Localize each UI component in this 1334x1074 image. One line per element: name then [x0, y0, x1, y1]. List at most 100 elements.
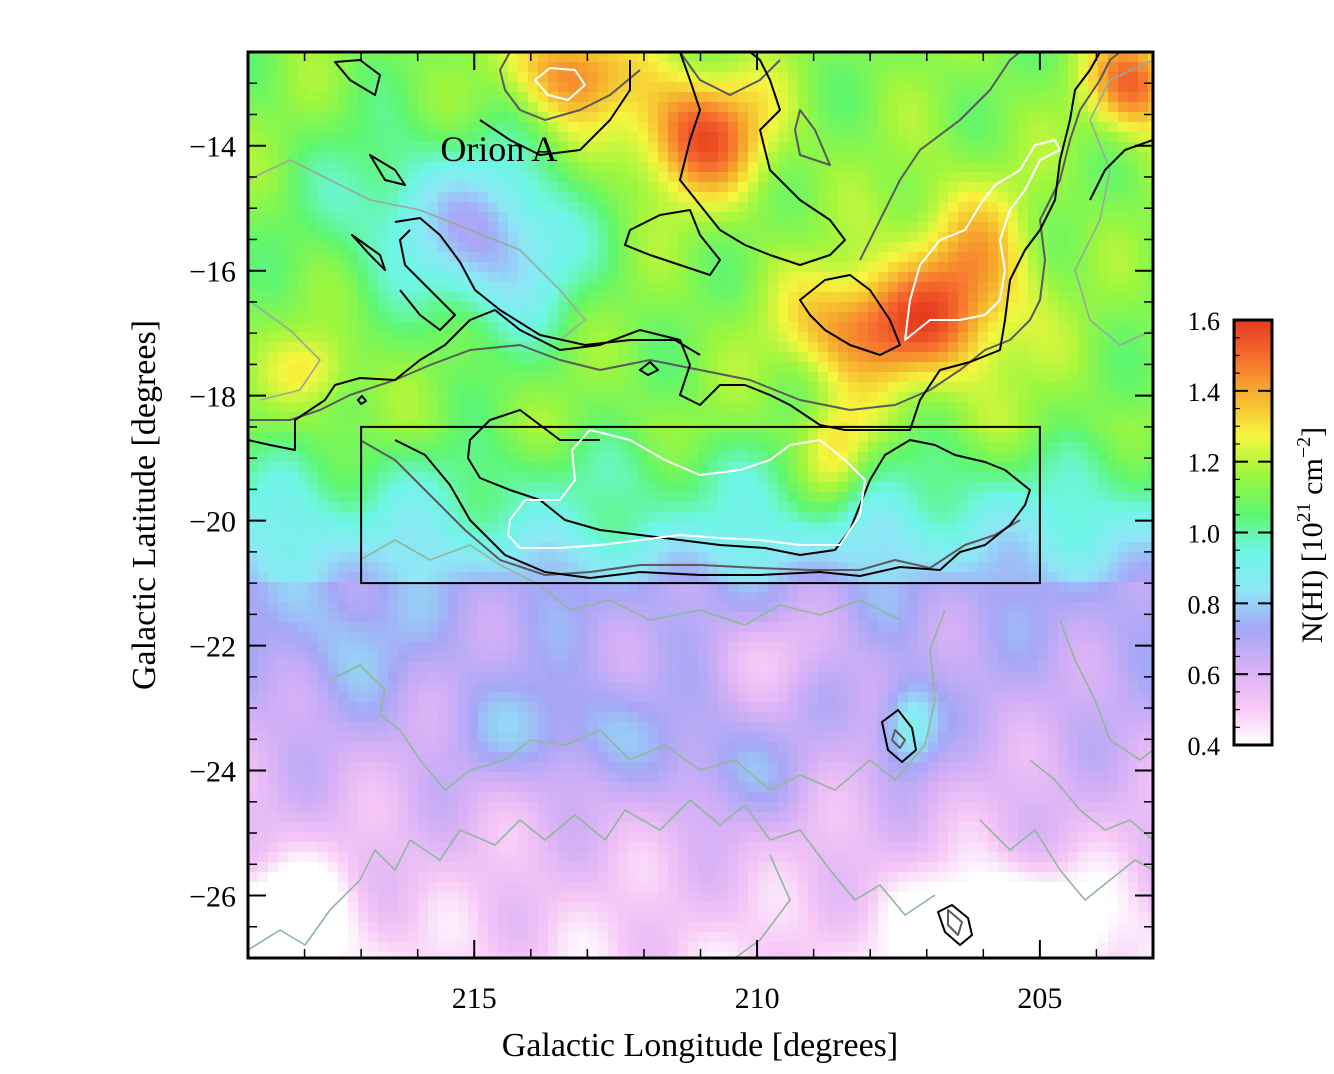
heatmap-cell: [878, 102, 889, 113]
heatmap-cell: [1098, 172, 1109, 183]
heatmap-cell: [648, 52, 659, 63]
heatmap-cell: [998, 372, 1009, 383]
heatmap-cell: [758, 322, 769, 333]
heatmap-cell: [958, 582, 969, 593]
heatmap-cell: [1078, 262, 1089, 273]
heatmap-cell: [318, 252, 329, 263]
heatmap-cell: [628, 162, 639, 173]
heatmap-cell: [808, 362, 819, 373]
heatmap-cell: [768, 402, 779, 413]
heatmap-cell: [248, 82, 259, 93]
heatmap-cell: [948, 372, 959, 383]
heatmap-cell: [688, 112, 699, 123]
heatmap-cell: [468, 342, 479, 353]
heatmap-cell: [1048, 332, 1059, 343]
heatmap-cell: [658, 552, 669, 563]
heatmap-cell: [838, 372, 849, 383]
heatmap-cell: [688, 382, 699, 393]
heatmap-cell: [918, 572, 929, 583]
heatmap-cell: [1048, 542, 1059, 553]
heatmap-cell: [578, 302, 589, 313]
heatmap-cell: [798, 202, 809, 213]
heatmap-cell: [1058, 352, 1069, 363]
heatmap-cell: [798, 582, 809, 593]
heatmap-cell: [568, 292, 579, 303]
heatmap-cell: [258, 472, 269, 483]
heatmap-cell: [488, 282, 499, 293]
heatmap-cell: [1028, 472, 1039, 483]
heatmap-cell: [388, 172, 399, 183]
heatmap-cell: [1048, 282, 1059, 293]
heatmap-cell: [1128, 442, 1139, 453]
heatmap-cell: [678, 102, 689, 113]
heatmap-cell: [1148, 62, 1153, 73]
heatmap-cell: [818, 122, 829, 133]
heatmap-cell: [728, 312, 739, 323]
heatmap-cell: [268, 572, 279, 583]
heatmap-cell: [288, 62, 299, 73]
heatmap-cell: [1148, 432, 1153, 443]
heatmap-cell: [598, 192, 609, 203]
heatmap-cell: [1048, 212, 1059, 223]
heatmap-cell: [1128, 492, 1139, 503]
heatmap-cell: [328, 252, 339, 263]
heatmap-cell: [688, 372, 699, 383]
heatmap-cell: [348, 512, 359, 523]
heatmap-cell: [668, 62, 679, 73]
heatmap-cell: [1148, 312, 1153, 323]
heatmap-cell: [808, 582, 819, 593]
heatmap-cell: [958, 502, 969, 513]
heatmap-cell: [398, 112, 409, 123]
heatmap-cell: [518, 52, 529, 63]
heatmap-cell: [998, 212, 1009, 223]
heatmap-cell: [1108, 452, 1119, 463]
heatmap-cell: [428, 462, 439, 473]
heatmap-cell: [988, 572, 999, 583]
heatmap-cell: [268, 292, 279, 303]
heatmap-cell: [518, 212, 529, 223]
heatmap-cell: [928, 142, 939, 153]
heatmap-cell: [898, 442, 909, 453]
heatmap-cell: [1138, 52, 1149, 63]
heatmap-cell: [588, 442, 599, 453]
heatmap-cell: [368, 182, 379, 193]
heatmap-cell: [488, 112, 499, 123]
heatmap-cell: [388, 342, 399, 353]
heatmap-cell: [938, 392, 949, 403]
heatmap-cell: [1108, 382, 1119, 393]
heatmap-cell: [548, 452, 559, 463]
heatmap-cell: [608, 402, 619, 413]
heatmap-cell: [248, 202, 259, 213]
heatmap-cell: [838, 122, 849, 133]
heatmap-cell: [918, 432, 929, 443]
heatmap-cell: [1008, 532, 1019, 543]
heatmap-cell: [828, 232, 839, 243]
heatmap-cell: [838, 62, 849, 73]
heatmap-cell: [398, 332, 409, 343]
heatmap-cell: [408, 122, 419, 133]
heatmap-cell: [548, 172, 559, 183]
heatmap-cell: [308, 132, 319, 143]
heatmap-cell: [488, 72, 499, 83]
heatmap-cell: [928, 542, 939, 553]
heatmap-cell: [378, 482, 389, 493]
heatmap-cell: [408, 452, 419, 463]
heatmap-cell: [948, 352, 959, 363]
heatmap-cell: [278, 252, 289, 263]
heatmap-cell: [888, 392, 899, 403]
heatmap-cell: [808, 372, 819, 383]
heatmap-cell: [788, 202, 799, 213]
heatmap-cell: [948, 382, 959, 393]
heatmap-cell: [638, 152, 649, 163]
heatmap-cell: [338, 202, 349, 213]
heatmap-cell: [378, 402, 389, 413]
heatmap-cell: [1098, 542, 1109, 553]
heatmap-cell: [1018, 172, 1029, 183]
heatmap-cell: [598, 322, 609, 333]
heatmap-cell: [368, 102, 379, 113]
heatmap-cell: [358, 432, 369, 443]
heatmap-cell: [328, 492, 339, 503]
heatmap-cell: [378, 82, 389, 93]
heatmap-cell: [1068, 462, 1079, 473]
heatmap-cell: [1028, 452, 1039, 463]
